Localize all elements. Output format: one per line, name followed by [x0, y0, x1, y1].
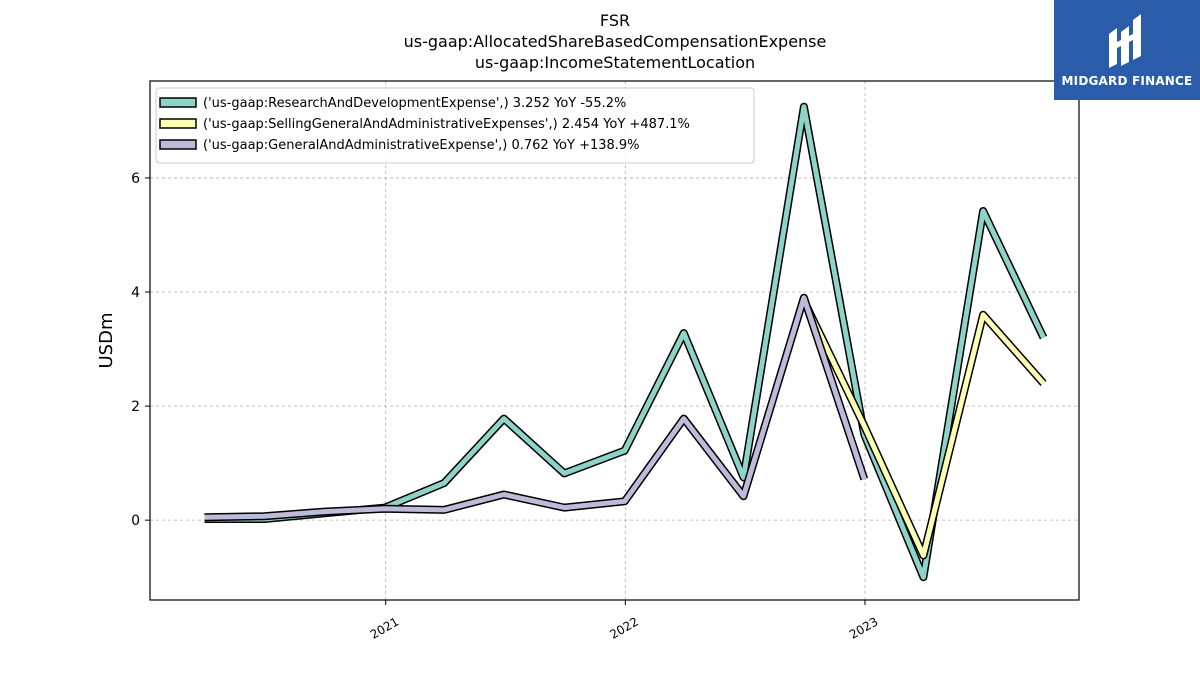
y-tick-label: 2	[131, 399, 140, 415]
gridlines	[150, 81, 1079, 600]
legend-entry: ('us-gaap:GeneralAndAdministrativeExpens…	[203, 138, 640, 153]
y-axis-label: USDm	[96, 313, 117, 369]
brand-name: MIDGARD FINANCE	[1061, 74, 1193, 88]
legend-swatch	[159, 139, 197, 150]
plot-frame	[149, 80, 1080, 601]
series-0-outline	[204, 102, 1048, 582]
y-tick-label: 0	[131, 513, 140, 529]
legend-swatch	[159, 97, 197, 108]
chart-title-line-1: us-gaap:AllocatedShareBasedCompensationE…	[404, 32, 827, 51]
x-tick-label: 2021	[368, 614, 401, 641]
series-1-line	[801, 299, 1046, 558]
chart-title-line-0: FSR	[600, 11, 630, 30]
legend-entry: ('us-gaap:ResearchAndDevelopmentExpense'…	[203, 96, 626, 111]
series-lines	[204, 102, 1048, 582]
x-axis-ticks: 2021 2022 2023	[368, 600, 880, 642]
legend-entry: ('us-gaap:SellingGeneralAndAdministrativ…	[203, 117, 690, 132]
x-tick-label: 2023	[847, 614, 880, 641]
chart-title-line-2: us-gaap:IncomeStatementLocation	[475, 53, 755, 72]
legend-swatch	[159, 118, 197, 129]
legend: ('us-gaap:ResearchAndDevelopmentExpense'…	[155, 87, 755, 164]
midgard-logo-icon	[1109, 14, 1141, 68]
chart-title: FSR us-gaap:AllocatedShareBasedCompensati…	[404, 11, 827, 72]
y-axis-ticks: 0 2 4 6	[131, 171, 150, 529]
series-0-line	[204, 104, 1046, 580]
series-2-line	[204, 295, 867, 520]
x-tick-label: 2022	[607, 614, 640, 641]
y-tick-label: 6	[131, 171, 140, 187]
y-tick-label: 4	[131, 285, 140, 301]
brand-logo: MIDGARD FINANCE	[1054, 0, 1200, 100]
legend-box	[155, 87, 755, 164]
